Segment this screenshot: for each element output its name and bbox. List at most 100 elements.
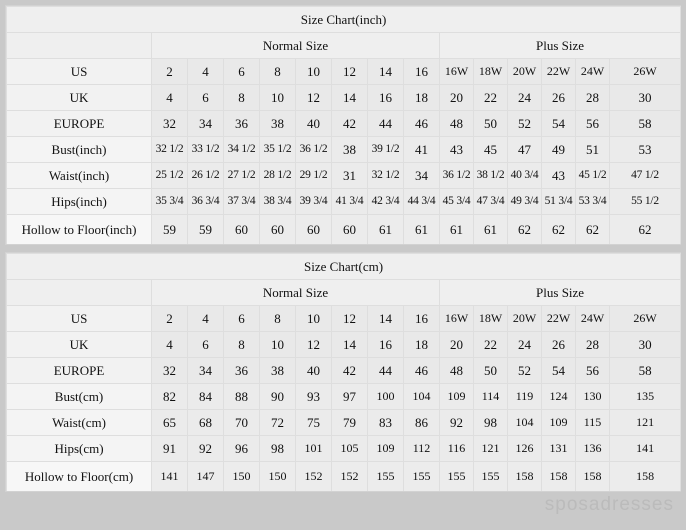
data-cell: 51 3/4 xyxy=(541,188,576,215)
data-cell: 56 xyxy=(575,110,610,137)
title-row: Size Chart(inch) xyxy=(5,6,682,33)
data-cell: 49 xyxy=(541,136,576,163)
data-cell: 92 xyxy=(439,409,474,436)
table-row: Hollow to Floor(inch) 59 59 60 60 60 60 61 61 61 6… xyxy=(6,214,682,244)
data-cell: 8 xyxy=(223,84,260,111)
data-cell: 158 xyxy=(507,461,542,491)
data-cell: 32 1/2 xyxy=(151,136,188,163)
data-cell: 58 xyxy=(608,110,682,137)
data-cell: 47 xyxy=(507,136,542,163)
data-cell: 8 xyxy=(259,58,296,85)
data-cell: 97 xyxy=(331,383,368,410)
row-label-hollow-to-floorinch: Hollow to Floor(inch) xyxy=(6,214,152,244)
data-cell: 4 xyxy=(187,305,224,332)
data-cell: 26 1/2 xyxy=(187,162,224,189)
data-cell: 158 xyxy=(575,461,610,491)
data-cell: 2 xyxy=(151,305,188,332)
data-cell: 155 xyxy=(473,461,508,491)
data-cell: 98 xyxy=(259,435,296,462)
data-cell: 43 xyxy=(439,136,474,163)
data-cell: 34 1/2 xyxy=(223,136,260,163)
data-cell: 2 xyxy=(151,58,188,85)
data-cell: 32 1/2 xyxy=(367,162,404,189)
data-cell: 104 xyxy=(507,409,542,436)
row-label-uk: UK xyxy=(6,84,152,111)
data-cell: 56 xyxy=(575,357,610,384)
data-cell: 28 xyxy=(575,331,610,358)
data-cell: 22 xyxy=(473,84,508,111)
data-cell: 82 xyxy=(151,383,188,410)
data-cell: 27 1/2 xyxy=(223,162,260,189)
data-cell: 60 xyxy=(295,214,332,244)
data-cell: 119 xyxy=(507,383,542,410)
data-cell: 46 xyxy=(403,357,440,384)
data-cell: 61 xyxy=(439,214,474,244)
data-cell: 88 xyxy=(223,383,260,410)
data-cell: 116 xyxy=(439,435,474,462)
group-header-normal-size: Normal Size xyxy=(151,32,440,59)
row-label-us: US xyxy=(6,58,152,85)
data-cell: 16 xyxy=(403,58,440,85)
data-cell: 62 xyxy=(507,214,542,244)
data-cell: 121 xyxy=(608,409,682,436)
data-cell: 155 xyxy=(403,461,440,491)
data-cell: 93 xyxy=(295,383,332,410)
data-cell: 72 xyxy=(259,409,296,436)
data-cell: 44 3/4 xyxy=(403,188,440,215)
data-cell: 59 xyxy=(151,214,188,244)
data-cell: 37 3/4 xyxy=(223,188,260,215)
data-cell: 41 xyxy=(403,136,440,163)
data-cell: 152 xyxy=(295,461,332,491)
data-cell: 30 xyxy=(608,331,682,358)
cm-table-body: Size Chart(cm) Normal Size Plus Size US 2 4 6 8… xyxy=(5,253,682,491)
chart-title: Size Chart(cm) xyxy=(5,253,682,280)
data-cell: 101 xyxy=(295,435,332,462)
data-cell: 40 xyxy=(295,357,332,384)
data-cell: 29 1/2 xyxy=(295,162,332,189)
data-cell: 36 xyxy=(223,110,260,137)
size-chart-inch-block: Size Chart(inch) Normal Size Plus Size US 2 4… xyxy=(5,5,682,245)
data-cell: 26W xyxy=(608,305,682,332)
data-cell: 112 xyxy=(403,435,440,462)
data-cell: 38 1/2 xyxy=(473,162,508,189)
data-cell: 22 xyxy=(473,331,508,358)
data-cell: 109 xyxy=(367,435,404,462)
chart-title: Size Chart(inch) xyxy=(5,6,682,33)
data-cell: 58 xyxy=(608,357,682,384)
data-cell: 20W xyxy=(507,58,542,85)
data-cell: 62 xyxy=(608,214,682,244)
data-cell: 52 xyxy=(507,110,542,137)
data-cell: 24W xyxy=(575,58,610,85)
data-cell: 70 xyxy=(223,409,260,436)
size-chart-inch-table: Size Chart(inch) Normal Size Plus Size US 2 4… xyxy=(5,6,682,244)
data-cell: 150 xyxy=(223,461,260,491)
data-cell: 47 3/4 xyxy=(473,188,508,215)
data-cell: 61 xyxy=(473,214,508,244)
row-label-bustinch: Bust(inch) xyxy=(6,136,152,163)
data-cell: 42 3/4 xyxy=(367,188,404,215)
data-cell: 50 xyxy=(473,357,508,384)
data-cell: 36 xyxy=(223,357,260,384)
data-cell: 65 xyxy=(151,409,188,436)
data-cell: 16 xyxy=(367,331,404,358)
data-cell: 152 xyxy=(331,461,368,491)
size-chart-cm-table: Size Chart(cm) Normal Size Plus Size US 2 4 6 8… xyxy=(5,253,682,491)
data-cell: 55 1/2 xyxy=(608,188,682,215)
data-cell: 12 xyxy=(331,305,368,332)
data-cell: 10 xyxy=(295,305,332,332)
data-cell: 109 xyxy=(541,409,576,436)
data-cell: 84 xyxy=(187,383,224,410)
table-row: Waist(inch) 25 1/2 26 1/2 27 1/2 28 1/2 29 1/… xyxy=(6,162,682,189)
data-cell: 39 3/4 xyxy=(295,188,332,215)
row-label-waistinch: Waist(inch) xyxy=(6,162,152,189)
data-cell: 4 xyxy=(187,58,224,85)
data-cell: 39 1/2 xyxy=(367,136,404,163)
table-row: EUROPE 32 34 36 38 40 42 44 46 48 50 52 54 56 58 xyxy=(6,357,682,384)
row-label-hipsinch: Hips(inch) xyxy=(6,188,152,215)
data-cell: 49 3/4 xyxy=(507,188,542,215)
data-cell: 12 xyxy=(331,58,368,85)
data-cell: 60 xyxy=(223,214,260,244)
row-label-us: US xyxy=(6,305,152,332)
data-cell: 40 3/4 xyxy=(507,162,542,189)
data-cell: 26 xyxy=(541,331,576,358)
